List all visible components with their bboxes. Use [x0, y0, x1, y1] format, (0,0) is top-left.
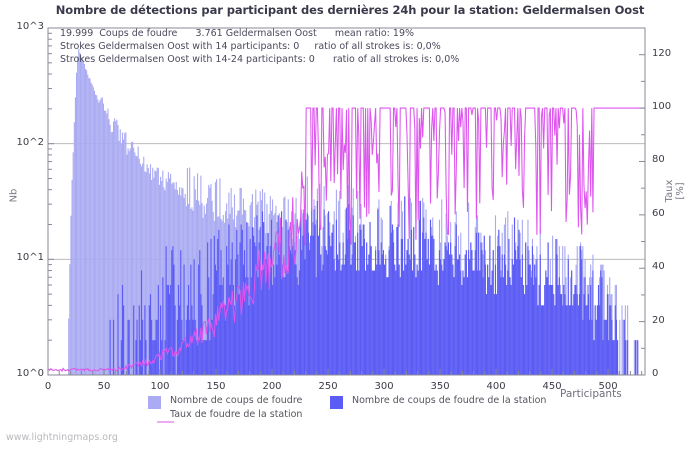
axis-ticks — [47, 27, 645, 376]
y-axis-right-tick: 80 — [652, 154, 665, 166]
annotation-totals: 19.999 Coups de foudre 3.761 Geldermalse… — [60, 28, 415, 39]
y-axis-right-tick: 0 — [652, 368, 659, 379]
legend-marker-1 — [330, 396, 343, 409]
y-axis-right-tick: 60 — [652, 207, 665, 219]
x-axis-tick: 150 — [206, 381, 226, 392]
page-title: Nombre de détections par participant des… — [55, 3, 645, 17]
y-axis-right-label: Taux [%] — [664, 179, 686, 203]
x-axis-tick: 250 — [318, 381, 338, 392]
x-axis-tick: 450 — [542, 381, 562, 392]
x-axis-tick: 400 — [486, 381, 506, 392]
y-axis-left-tick: 10^2 — [16, 136, 44, 148]
y-axis-right-tick: 20 — [652, 314, 665, 326]
annotation-14-24-participants: Strokes Geldermalsen Oost with 14-24 par… — [60, 54, 460, 65]
legend-label-2: Taux de foudre de la station — [170, 409, 303, 420]
y-axis-left-tick: 10^0 — [16, 368, 44, 379]
x-axis-tick: 0 — [44, 381, 52, 392]
y-axis-right-tick: 120 — [652, 47, 672, 59]
annotation-14-participants: Strokes Geldermalsen Oost with 14 partic… — [60, 41, 441, 52]
x-axis-tick: 350 — [430, 381, 450, 392]
watermark-url: www.lightningmaps.org — [6, 432, 118, 443]
y-axis-right-tick: 40 — [652, 261, 665, 273]
legend-label-0: Nombre de coups de foudre — [170, 395, 303, 406]
series-station-strokes — [109, 196, 639, 375]
plot-frame — [47, 27, 646, 376]
series-ratio-line — [48, 107, 645, 373]
y-axis-left-tick: 10^3 — [16, 21, 44, 32]
legend-label-1: Nombre de coups de foudre de la station — [352, 395, 547, 406]
y-axis-left-tick: 10^1 — [16, 252, 44, 264]
x-axis-tick: 200 — [262, 381, 282, 392]
y-axis-left-label: Nb — [8, 188, 20, 203]
legend-marker-0 — [148, 396, 161, 409]
x-axis-tick: 500 — [598, 381, 618, 392]
legend-marker-2 — [157, 421, 174, 423]
x-axis-tick: 50 — [97, 381, 111, 392]
x-axis-tick: 100 — [150, 381, 170, 392]
x-axis-tick: 300 — [374, 381, 394, 392]
x-axis-label: Participants — [560, 388, 622, 400]
y-axis-right-tick: 100 — [652, 101, 672, 113]
